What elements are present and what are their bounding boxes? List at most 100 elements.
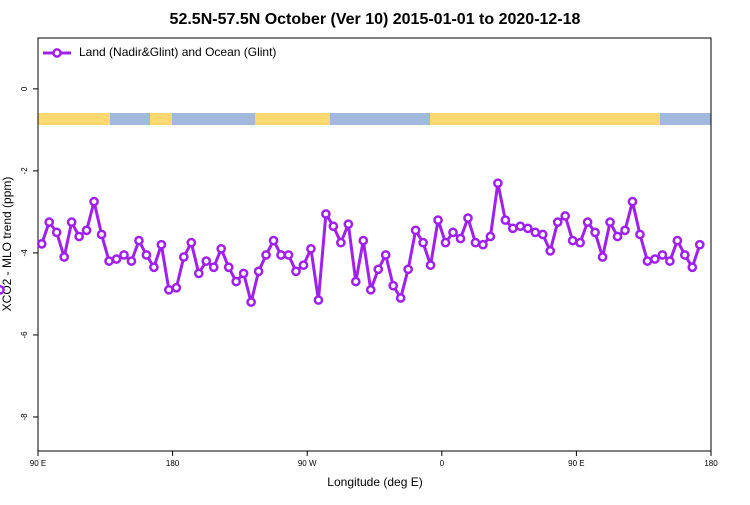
x-tick-label: 90 E [30,459,46,468]
point [171,282,182,293]
point [291,266,301,277]
point [81,225,92,236]
x-tick-label: 90 W [298,459,317,468]
point [276,250,286,260]
point [672,235,683,246]
point [582,217,593,227]
point [515,221,526,232]
point [365,284,376,295]
point [283,250,294,260]
point [44,217,55,227]
point [545,246,556,256]
point [657,250,668,260]
point [620,225,630,236]
y-tick-label: -8 [20,413,29,421]
point [246,297,256,307]
point [425,260,436,271]
land [150,113,172,125]
x-tick-label: 90 E [568,459,584,468]
point [530,227,541,238]
point [679,250,690,260]
point [186,237,197,248]
point [552,217,563,227]
point [0,284,5,295]
point [478,239,488,250]
point [463,213,473,223]
y-tick-label: -6 [20,331,29,339]
point [336,237,346,248]
point [343,219,354,230]
point [313,295,324,305]
point [560,211,571,221]
y-tick-label: -2 [20,167,29,175]
chart-title: 52.5N-57.5N October (Ver 10) 2015-01-01 … [170,11,581,28]
y-axis-label: XCO2 - MLO trend (ppm) [0,177,14,312]
point [208,262,219,273]
point [373,264,384,275]
point [455,233,466,244]
point [567,235,578,246]
point [156,239,167,250]
point [403,264,413,275]
legend-label: Land (Nadir&Glint) and Ocean (Glint) [79,45,276,59]
land [38,113,110,125]
legend-marker [52,48,62,58]
point [522,223,533,234]
point [694,239,705,250]
point [134,235,144,246]
point [642,256,653,266]
point [410,225,421,236]
point [216,243,227,254]
point [350,276,361,287]
point [590,227,600,238]
x-tick-label: 0 [440,459,445,468]
x-tick-label: 180 [704,459,718,468]
point [268,235,279,246]
point [418,237,428,248]
point [149,262,159,273]
point [493,178,503,189]
point [261,250,271,260]
point [448,227,458,238]
point [380,250,391,260]
point [605,217,615,227]
point [433,215,443,225]
point [253,266,264,277]
point [485,231,496,242]
point [500,215,511,225]
x-axis-label: Longitude (deg E) [327,475,422,489]
land-ocean-band [38,113,711,125]
point [298,260,309,271]
point [193,268,204,279]
point [119,250,129,260]
point [51,227,62,238]
point [388,280,399,291]
point [395,293,406,303]
point [74,231,84,242]
x-tick-label: 180 [166,459,180,468]
point [178,252,189,262]
point [126,256,137,266]
point [238,268,249,279]
point [66,217,77,227]
point [507,223,518,234]
point [231,276,242,287]
point [470,237,481,248]
point [141,250,152,260]
point [59,252,70,262]
point [89,196,99,207]
point [575,237,585,248]
point [201,256,212,266]
point [328,221,339,232]
point [635,229,645,240]
land [430,113,660,125]
point [96,229,107,240]
point [597,252,608,262]
point [164,284,174,295]
point [627,196,638,207]
point [612,231,623,242]
point [321,209,331,219]
point [440,237,451,248]
